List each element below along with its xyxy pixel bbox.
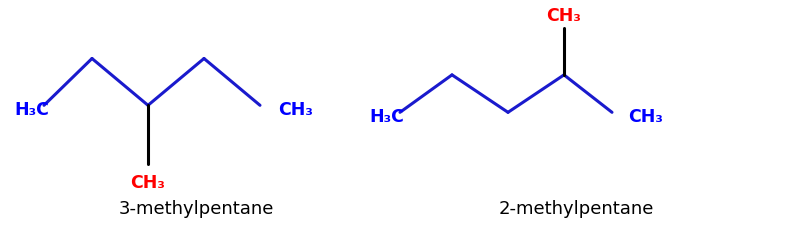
Text: 2-methylpentane: 2-methylpentane bbox=[498, 200, 654, 218]
Text: 3-methylpentane: 3-methylpentane bbox=[118, 200, 274, 218]
Text: CH₃: CH₃ bbox=[130, 174, 166, 191]
Text: H₃C: H₃C bbox=[14, 101, 50, 119]
Text: H₃C: H₃C bbox=[370, 108, 405, 126]
Text: CH₃: CH₃ bbox=[628, 108, 663, 126]
Text: CH₃: CH₃ bbox=[546, 7, 582, 25]
Text: CH₃: CH₃ bbox=[278, 101, 314, 119]
